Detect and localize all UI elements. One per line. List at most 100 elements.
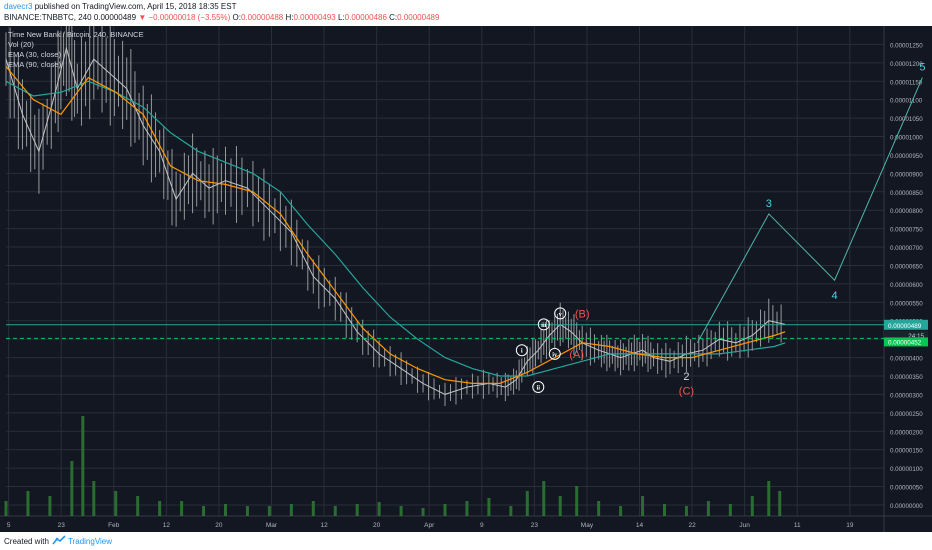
y-tick-label: 0.00000900 (890, 171, 923, 178)
volume-bar (542, 481, 546, 516)
dashed-price-badge (884, 337, 928, 347)
volume-bar (289, 504, 293, 516)
chart-area[interactable]: 0.00000000 0.00000050 0.00000100 0.00000150… (0, 0, 932, 532)
x-tick-label: 11 (794, 522, 801, 529)
volume-bar (202, 506, 206, 516)
x-tick-label: May (581, 522, 594, 529)
wave-label-circle (515, 344, 528, 357)
volume-bar (443, 504, 447, 516)
ema30-series-line (5, 66, 786, 384)
wave-label-circle (532, 381, 545, 394)
volume-bar (750, 496, 754, 516)
y-tick-label: 0.00000550 (890, 300, 923, 307)
volume-bar (26, 491, 30, 516)
y-tick-label: 0.00000750 (890, 227, 923, 234)
volume-bar (663, 504, 666, 516)
volume-bar (4, 501, 8, 516)
last-price: 0.00000489 (93, 13, 137, 22)
published-text: published on TradingView.com, April 15, … (34, 2, 237, 11)
y-tick-label: 0.00001250 (890, 42, 923, 49)
high-label: H: (285, 13, 294, 22)
y-tick-label: 0.00001000 (890, 135, 923, 142)
volume-bar (92, 481, 96, 516)
close-value: 0.00000489 (397, 13, 440, 22)
last-price-badge-text: 0.00000489 (888, 323, 922, 330)
author-link[interactable]: davecr3 (4, 2, 33, 11)
volume-bar (245, 506, 249, 516)
countdown-badge-text: 24:15 (908, 333, 924, 340)
wave-label: 5 (919, 62, 925, 74)
volume-bar (487, 498, 491, 516)
volume-bar (267, 506, 271, 516)
y-tick-label: 0.00000100 (890, 466, 923, 473)
tradingview-brand[interactable]: TradingView (68, 537, 113, 546)
wave-label: (B) (575, 308, 590, 320)
x-tick-label: 12 (163, 522, 171, 529)
volume-bar (558, 496, 562, 516)
volume-bar (597, 501, 601, 516)
x-tick-label: Mar (266, 522, 278, 529)
x-tick-label: Feb (108, 522, 120, 529)
volume-bar (465, 501, 469, 516)
wave-label: 3 (766, 198, 772, 210)
y-tick-label: 0.00000600 (890, 282, 923, 289)
open-value: 0.00000488 (240, 13, 284, 22)
wave-label: i (521, 348, 523, 355)
y-tick-label: 0.00001200 (890, 61, 923, 68)
volume-bar (355, 504, 359, 516)
volume-bar (525, 491, 529, 516)
y-tick-label: 0.00000700 (890, 245, 923, 252)
y-tick-label: 0.00000400 (890, 356, 923, 363)
low-value: 0.00000486 (344, 13, 387, 22)
open-label: O: (232, 13, 241, 22)
volume-bar (311, 501, 315, 516)
wave-label: v (559, 311, 563, 318)
y-tick-label: 0.00000050 (890, 485, 923, 492)
legend-vol: Vol (20) (8, 40, 34, 49)
wave-label: (C) (679, 386, 694, 398)
dashed-price-badge-text: 0.00000452 (888, 339, 922, 346)
legend-title: Time New Bank / Bitcoin, 240, BINANCE (8, 30, 144, 39)
volume-bar (70, 461, 74, 516)
ema90-series-line (5, 80, 786, 377)
legend-ema30: EMA (30, close) (8, 50, 61, 59)
footer: Created with TradingView (0, 532, 932, 550)
x-tick-label: 23 (531, 522, 539, 529)
price-chart-svg[interactable]: 0.00000000 0.00000050 0.00000100 0.00000150… (0, 0, 932, 532)
x-tick-label: Apr (424, 522, 435, 529)
volume-bar (114, 491, 118, 516)
wave-label: iii (541, 322, 547, 329)
wave-label: iv (552, 351, 558, 358)
volume-bar (333, 506, 337, 516)
wave-label: 4 (832, 290, 838, 302)
y-tick-label: 0.00000000 (890, 503, 923, 510)
x-tick-label: 9 (480, 522, 484, 529)
high-value: 0.00000493 (293, 13, 336, 22)
y-tick-label: 0.00000650 (890, 263, 923, 270)
volume-bar (377, 502, 381, 516)
volume-bar (641, 496, 645, 516)
created-with-text: Created with (4, 537, 49, 546)
volume-bar (575, 486, 579, 516)
publish-line: davecr3 published on TradingView.com, Ap… (4, 2, 236, 11)
tradingview-logo-icon (52, 535, 66, 545)
volume-bar (180, 501, 184, 516)
x-tick-label: 20 (373, 522, 381, 529)
countdown-badge (884, 330, 928, 340)
low-label: L: (337, 13, 345, 22)
wave-label-circle (554, 307, 567, 320)
y-tick-label: 0.00000850 (890, 190, 923, 197)
chart-header: davecr3 published on TradingView.com, Ap… (0, 0, 932, 26)
volume-bar (778, 491, 782, 516)
y-tick-label: 0.00000250 (890, 411, 923, 418)
change-text: ▼ −0.00000018 (−3.55%) (138, 13, 231, 22)
volume-bar (728, 504, 732, 516)
y-tick-label: 0.00000200 (890, 429, 923, 436)
x-tick-label: 23 (58, 522, 66, 529)
volume-bar (421, 508, 425, 516)
y-tick-label: 0.00001100 (890, 98, 923, 105)
symbol-text: BINANCE:TNBBTC, 240 (4, 13, 92, 22)
y-tick-label: 0.00000950 (890, 153, 923, 160)
last-price-badge (884, 319, 928, 330)
